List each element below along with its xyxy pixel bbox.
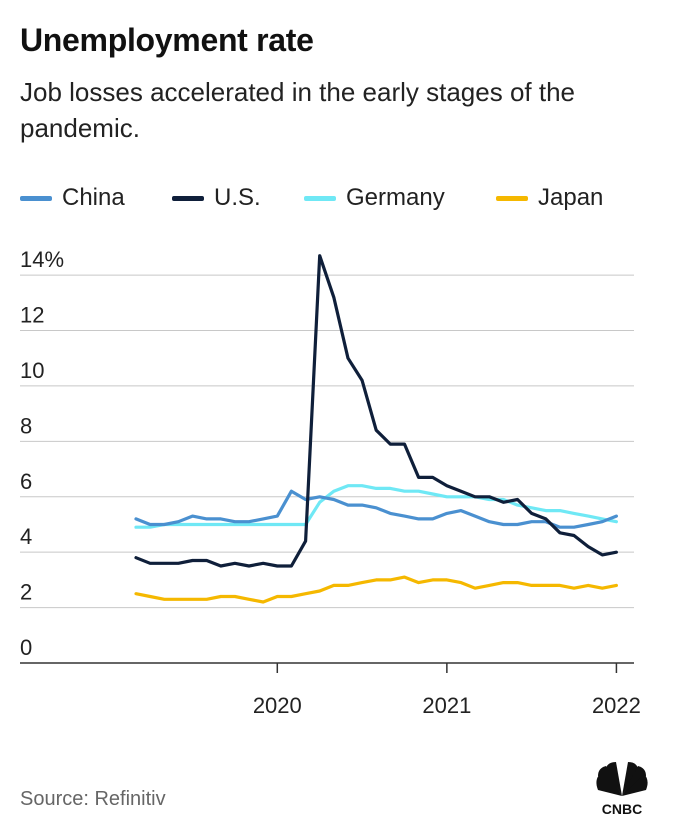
legend-item-japan: Japan — [496, 184, 603, 212]
x-tick-label: 2020 — [253, 693, 302, 718]
legend-item-china: China — [20, 184, 125, 212]
legend-item-us: U.S. — [172, 184, 261, 212]
legend-label-germany: Germany — [346, 184, 445, 211]
legend-swatch-china — [20, 195, 52, 201]
line-chart: 0 2 4 6 8 10 12 14% 2020 2021 2022 — [20, 247, 641, 718]
series-line-germany — [134, 484, 619, 529]
legend-label-china: China — [62, 184, 125, 211]
source-note: Source: Refinitiv — [20, 788, 166, 810]
legend-swatch-us — [172, 195, 204, 201]
x-tick-label: 2021 — [422, 693, 471, 718]
cnbc-logo-text: CNBC — [602, 801, 642, 817]
y-tick-label: 6 — [20, 469, 32, 494]
series-line-us — [134, 254, 619, 568]
legend-item-germany: Germany — [304, 184, 445, 212]
legend-swatch-japan — [496, 195, 528, 201]
legend-label-japan: Japan — [538, 184, 604, 211]
chart-subtitle: Job losses accelerated in the early stag… — [20, 77, 575, 143]
y-tick-label: 0 — [20, 635, 32, 660]
y-tick-label: 14% — [20, 247, 64, 272]
y-tick-label: 2 — [20, 580, 32, 605]
y-tick-label: 10 — [20, 358, 44, 383]
legend-label-us: U.S. — [214, 184, 261, 211]
peacock-icon — [596, 762, 648, 796]
cnbc-peacock-logo: CNBC — [596, 762, 648, 817]
y-tick-label: 12 — [20, 303, 44, 328]
series-line-japan — [134, 575, 619, 604]
y-tick-label: 8 — [20, 413, 32, 438]
y-tick-label: 4 — [20, 524, 32, 549]
chart-title: Unemployment rate — [20, 22, 314, 58]
x-tick-label: 2022 — [592, 693, 641, 718]
series-line-china — [134, 489, 619, 529]
legend-swatch-germany — [304, 195, 336, 201]
